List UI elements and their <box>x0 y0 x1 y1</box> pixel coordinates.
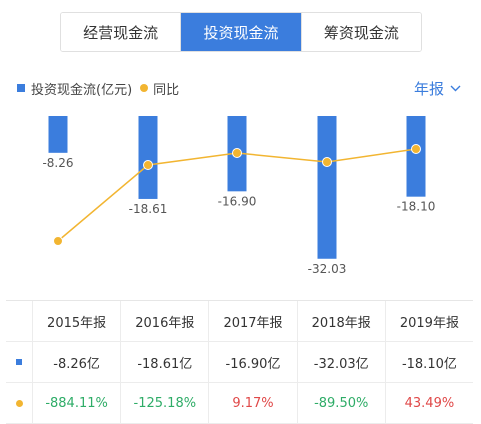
table-cell: -125.18% <box>120 383 208 423</box>
table-cell: -18.61亿 <box>120 342 208 382</box>
table-header-row: 2015年报 2016年报 2017年报 2018年报 2019年报 <box>6 301 473 342</box>
bar <box>138 116 158 199</box>
bar <box>48 116 68 153</box>
line-marker-icon <box>15 399 23 407</box>
yoy-point <box>53 236 63 246</box>
table-cell: -884.11% <box>32 383 120 423</box>
legend-bar-label: 投资现金流(亿元) <box>31 82 133 98</box>
table-corner <box>6 301 32 341</box>
table-header-cell: 2016年报 <box>120 301 208 341</box>
table-row-yoy: -884.11% -125.18% 9.17% -89.50% 43.49% <box>6 383 473 424</box>
row-marker <box>6 342 32 382</box>
table-cell: -89.50% <box>296 383 385 423</box>
yoy-point <box>232 148 242 158</box>
bar-value-label: -18.61 <box>129 202 168 216</box>
legend-bar-swatch <box>17 84 25 92</box>
bar-marker-icon <box>16 359 22 365</box>
yoy-point <box>322 157 332 167</box>
table-row-cashflow: -8.26亿 -18.61亿 -16.90亿 -32.03亿 -18.10亿 <box>6 342 473 383</box>
yoy-point <box>411 144 421 154</box>
investing-cashflow-chart: -8.26 -18.61 -16.90 -32.03 -18.10 <box>42 116 436 276</box>
table-cell: -18.10亿 <box>384 342 473 382</box>
table-cell: 43.49% <box>384 383 473 423</box>
bar <box>406 116 426 197</box>
tab-operating-cashflow[interactable]: 经营现金流 <box>61 13 181 51</box>
table-header-cell: 2017年报 <box>208 301 296 341</box>
tab-financing-cashflow[interactable]: 筹资现金流 <box>300 13 421 51</box>
tab-investing-cashflow[interactable]: 投资现金流 <box>180 13 301 51</box>
data-table: 2015年报 2016年报 2017年报 2018年报 2019年报 -8.26… <box>6 300 473 424</box>
cashflow-tabs: 经营现金流 投资现金流 筹资现金流 <box>60 12 422 52</box>
yoy-point <box>143 160 153 170</box>
bar-value-label: -8.26 <box>42 156 73 170</box>
legend-line-swatch <box>140 84 149 92</box>
table-header-cell: 2018年报 <box>296 301 385 341</box>
table-cell: 9.17% <box>208 383 296 423</box>
table-cell: -32.03亿 <box>296 342 385 382</box>
chevron-down-icon <box>450 85 461 91</box>
table-header-cell: 2015年报 <box>32 301 120 341</box>
table-cell: -16.90亿 <box>208 342 296 382</box>
period-selector-label: 年报 <box>413 79 444 98</box>
bar-value-label: -32.03 <box>308 262 347 276</box>
bar-value-label: -16.90 <box>218 194 257 208</box>
table-header-cell: 2019年报 <box>384 301 473 341</box>
legend-line-label: 同比 <box>153 82 180 98</box>
period-selector[interactable]: 年报 <box>414 77 461 99</box>
bar-value-label: -18.10 <box>397 200 436 214</box>
row-marker <box>6 383 32 423</box>
bar <box>317 116 337 259</box>
table-cell: -8.26亿 <box>32 342 120 382</box>
chart-legend: 投资现金流(亿元) 同比 <box>17 78 179 98</box>
